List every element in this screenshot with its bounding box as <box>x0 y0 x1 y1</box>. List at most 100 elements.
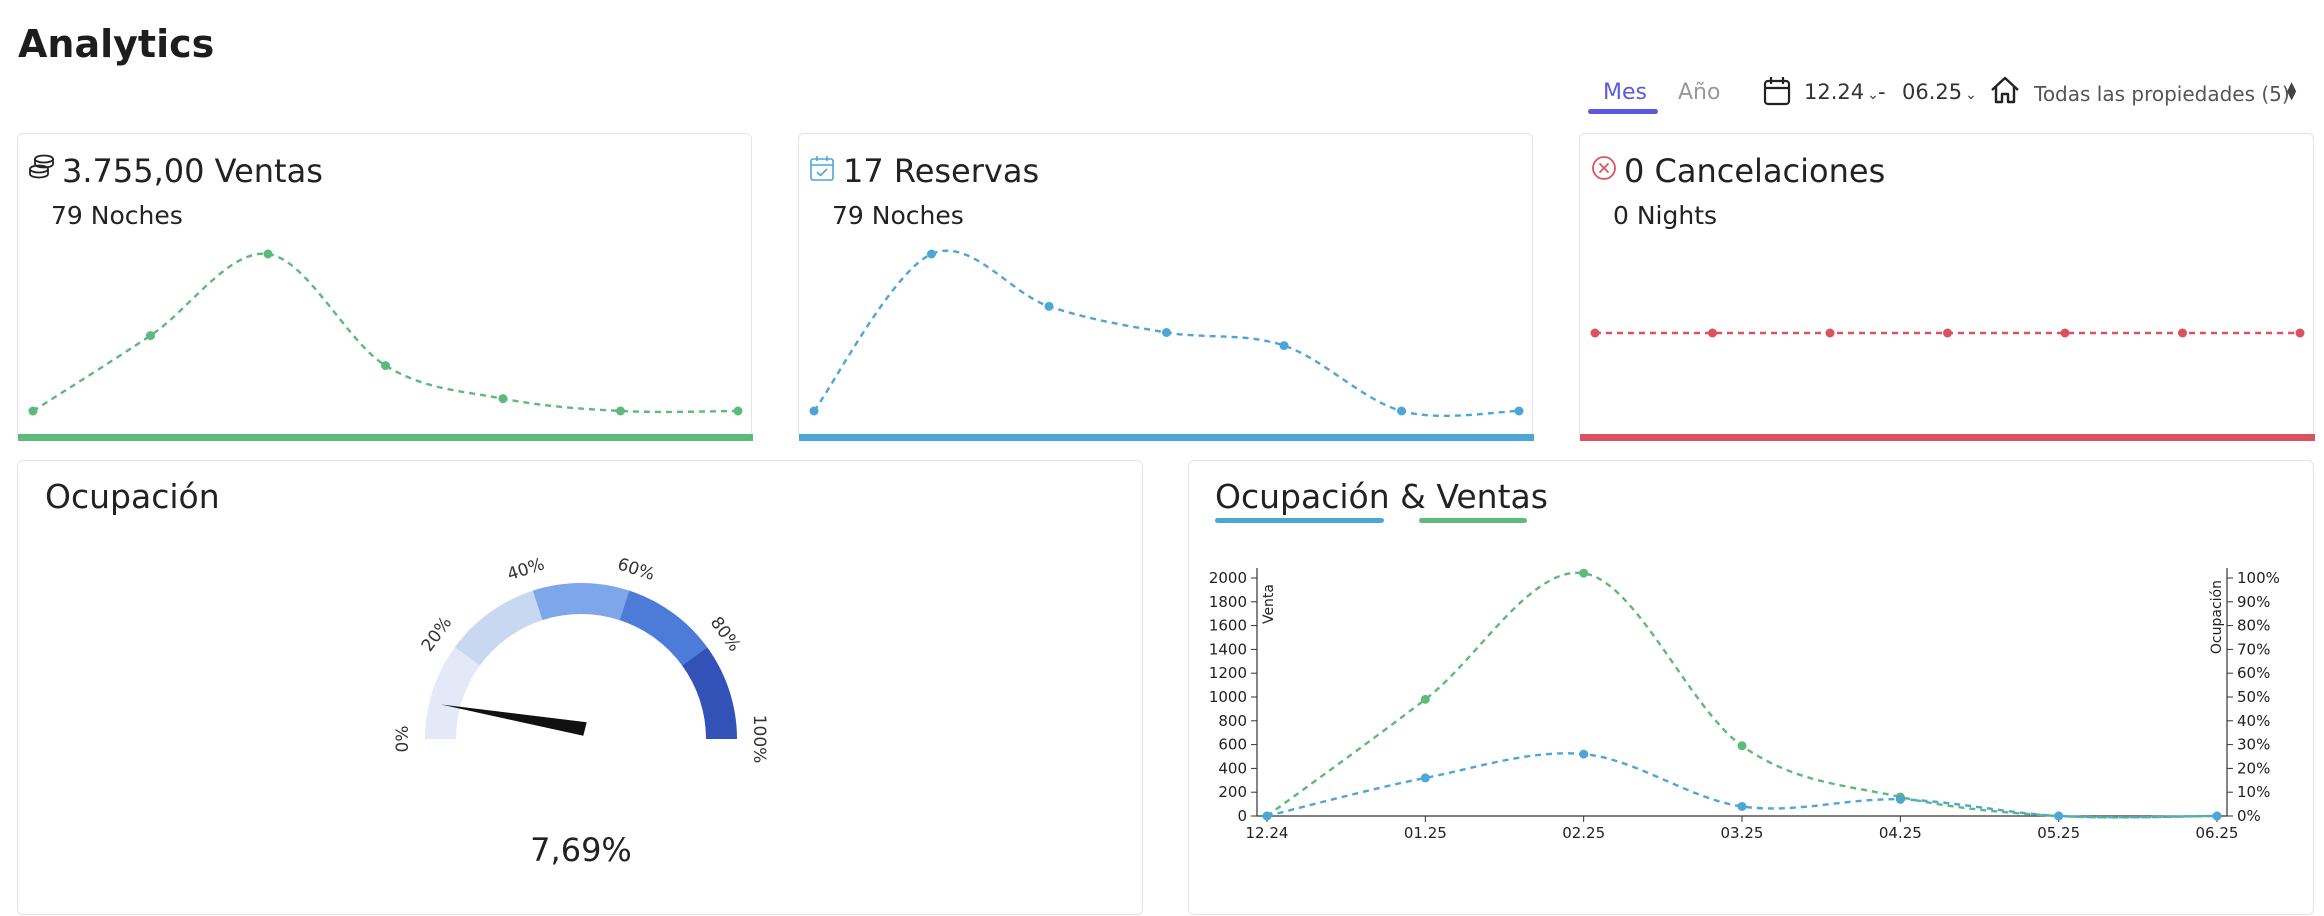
y2-tick-label: 30% <box>2237 736 2270 754</box>
legend-ocupacion-underline <box>1215 518 1384 523</box>
calendar-check-icon <box>809 154 835 186</box>
kpi-cancelaciones-color-bar <box>1580 434 2315 441</box>
date-from-select[interactable]: 12.24 ⌄ <box>1804 80 1879 104</box>
title-ocupacion[interactable]: Ocupación <box>1215 477 1390 516</box>
home-icon <box>1989 75 2021 109</box>
sparkline-point <box>2295 328 2305 338</box>
sparkline-point <box>381 361 390 371</box>
sparkline-point <box>498 394 508 404</box>
kpi-reservas-subtitle: 79 Noches <box>832 201 964 230</box>
gauge-band <box>532 583 630 621</box>
sparkline-point <box>263 249 273 259</box>
kpi-card-ventas: 3.755,00 Ventas 79 Noches <box>17 133 753 441</box>
sparkline-series <box>813 249 1520 418</box>
series-point <box>1262 811 1272 821</box>
occupancy-sales-chart: 0 200 400 600 800 1000 1200 1400 1600 1800 2000 0% 1… <box>1209 568 2280 842</box>
x-tick-label: 02.25 <box>1562 824 1605 842</box>
gauge-tick-label: 80% <box>706 613 744 655</box>
y2-tick-label: 20% <box>2237 759 2270 777</box>
title-ventas[interactable]: Ventas <box>1436 477 1548 516</box>
kpi-ventas-title: 3.755,00 Ventas <box>62 152 323 190</box>
sparkline-point <box>1044 301 1054 311</box>
gauge-band <box>682 647 737 739</box>
gauge-band <box>425 647 480 739</box>
x-tick-label: 06.25 <box>2196 824 2239 842</box>
sparkline-point <box>1590 328 1600 338</box>
sparkline-point <box>1825 328 1835 338</box>
property-select[interactable]: Todas las propiedades (5) <box>2034 82 2290 106</box>
y2-tick-label: 10% <box>2237 783 2270 801</box>
sparkline-point <box>28 406 38 416</box>
sort-arrows-icon[interactable]: ▲ ▼ <box>2287 79 2297 102</box>
series-line <box>1266 571 2218 819</box>
y-tick-label: 1000 <box>1209 688 1247 706</box>
sparkline-point <box>1162 328 1171 337</box>
sparkline-point <box>1279 341 1289 351</box>
series-point <box>1579 568 1589 578</box>
x-tick-label: 01.25 <box>1404 824 1447 842</box>
y2-tick-label: 90% <box>2237 593 2270 611</box>
calendar-icon[interactable] <box>1763 76 1791 110</box>
sparkline-point <box>2060 328 2070 338</box>
occupancy-card: Ocupación 0% 20% 40% 60% 80% 100% 7,69% <box>17 460 1143 915</box>
gauge-tick-label: 100% <box>749 715 769 764</box>
kpi-cancelaciones-subtitle: 0 Nights <box>1613 201 1718 230</box>
sparkline-point <box>146 331 155 341</box>
kpi-ventas-subtitle: 79 Noches <box>51 201 183 230</box>
gauge-tick-label: 0% <box>393 726 413 753</box>
series-point <box>1895 794 1905 804</box>
x-tick-label: 04.25 <box>1879 824 1922 842</box>
kpi-card-reservas: 17 Reservas 79 Noches <box>798 133 1534 441</box>
gauge-band <box>619 590 708 666</box>
kpi-reservas-title: 17 Reservas <box>843 152 1040 190</box>
gauge-tick-label: 20% <box>418 613 456 655</box>
y2-tick-label: 80% <box>2237 617 2270 635</box>
y-tick-label: 1400 <box>1209 640 1247 658</box>
series-point <box>1420 694 1430 704</box>
y-axis-label: Venta <box>1261 584 1277 624</box>
kpi-reservas-color-bar <box>799 434 1534 441</box>
sparkline-point <box>2178 328 2187 338</box>
occupancy-title: Ocupación <box>45 477 220 516</box>
sparkline-point <box>733 406 743 416</box>
y-tick-label: 400 <box>1218 759 1247 777</box>
date-separator: - <box>1878 80 1886 104</box>
y2-tick-label: 70% <box>2237 640 2270 658</box>
series-point <box>1579 749 1589 759</box>
gauge-needle <box>441 704 587 736</box>
gauge-tick-label: 40% <box>505 554 547 585</box>
legend-ventas-underline <box>1419 518 1527 523</box>
x-tick-label: 12.24 <box>1246 824 1289 842</box>
y2-tick-label: 40% <box>2237 712 2270 730</box>
y2-tick-label: 50% <box>2237 688 2270 706</box>
x-tick-label: 05.25 <box>2037 824 2080 842</box>
sparkline-series <box>32 252 739 414</box>
kpi-cancelaciones-title: 0 Cancelaciones <box>1624 152 1886 190</box>
sparkline-point <box>1708 328 1717 338</box>
kpi-ventas-sparkline <box>28 249 743 416</box>
page-title: Analytics <box>18 22 215 66</box>
series-point <box>1737 801 1747 811</box>
tab-ano[interactable]: Año <box>1678 80 1721 105</box>
sparkline-point <box>927 249 936 259</box>
gauge-tick-label: 60% <box>615 554 657 585</box>
y2-tick-label: 60% <box>2237 664 2270 682</box>
active-tab-indicator <box>1588 109 1658 114</box>
date-to-select[interactable]: 06.25 ⌄ <box>1902 80 1977 104</box>
kpi-cancelaciones-sparkline <box>1590 328 2305 338</box>
y2-axis-label: Ocupación <box>2209 580 2225 654</box>
y-tick-label: 0 <box>1237 807 1247 825</box>
x-circle-icon <box>1590 154 1618 186</box>
y-tick-label: 1800 <box>1209 593 1247 611</box>
y-tick-label: 1600 <box>1209 617 1247 635</box>
tab-mes[interactable]: Mes <box>1603 80 1647 105</box>
y-tick-label: 600 <box>1218 736 1247 754</box>
sparkline-point <box>1514 406 1524 416</box>
series-point <box>1737 741 1747 751</box>
y-tick-label: 1200 <box>1209 664 1247 682</box>
sparkline-point <box>1397 406 1406 416</box>
y2-tick-label: 100% <box>2237 569 2280 587</box>
x-tick-label: 03.25 <box>1721 824 1764 842</box>
y2-tick-label: 0% <box>2237 807 2261 825</box>
kpi-reservas-sparkline <box>809 249 1524 418</box>
